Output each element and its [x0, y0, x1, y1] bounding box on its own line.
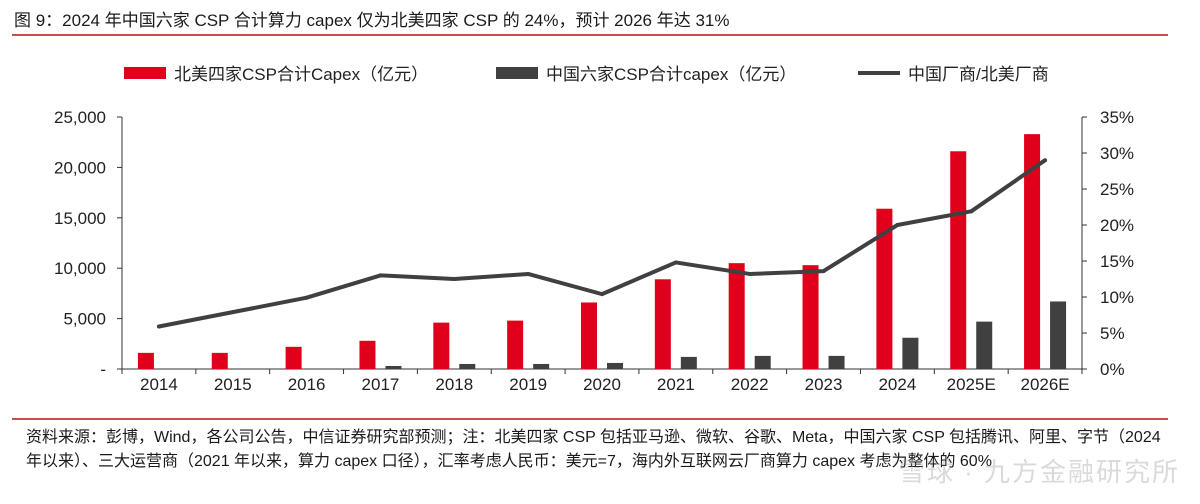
- y-right-tick-label: 30%: [1100, 144, 1134, 163]
- ratio-point: [969, 209, 974, 214]
- bar-china: [976, 321, 993, 369]
- ratio-line: [158, 158, 1047, 329]
- x-tick-label: 2023: [805, 375, 843, 394]
- x-tick-label: 2024: [878, 375, 916, 394]
- bar-china: [680, 356, 697, 369]
- ratio-point: [304, 295, 309, 300]
- ratio-point: [1043, 158, 1048, 163]
- watermark: 雪球 · 九方金融研究所: [898, 457, 1180, 487]
- x-tick-label: 2014: [140, 375, 178, 394]
- figure-title: 图 9：2024 年中国六家 CSP 合计算力 capex 仅为北美四家 CSP…: [14, 11, 730, 30]
- x-tick-label: 2025E: [947, 375, 996, 394]
- y-right-tick-label: 5%: [1100, 324, 1125, 343]
- bar-north-america: [950, 151, 967, 369]
- bar-china: [533, 363, 550, 369]
- bar-north-america: [876, 208, 893, 369]
- bar-north-america: [359, 340, 376, 369]
- bar-north-america: [654, 279, 671, 369]
- y-left-tick-label: 5,000: [63, 310, 106, 329]
- y-right-tick-label: 35%: [1100, 108, 1134, 127]
- x-tick-label: 2015: [214, 375, 252, 394]
- capex-chart: - 5,000 10,000 15,000 20,000 25,000 0% 5% 10% 15%…: [54, 108, 1134, 394]
- bar-china: [459, 363, 476, 369]
- ratio-point: [378, 273, 383, 278]
- ratio-point: [156, 324, 161, 329]
- y-left-tick-label: 10,000: [54, 259, 106, 278]
- bar-china: [754, 355, 771, 369]
- x-tick-label: 2019: [509, 375, 547, 394]
- ratio-point: [673, 260, 678, 265]
- y-left-tick-label: 15,000: [54, 209, 106, 228]
- x-tick-label: 2020: [583, 375, 621, 394]
- legend-item-ratio: 中国厂商/北美厂商: [858, 60, 1049, 85]
- legend-swatch-ratio: [858, 70, 900, 75]
- title-divider: [12, 34, 1168, 36]
- ratio-point: [230, 310, 235, 315]
- ratio-point: [895, 223, 900, 227]
- bar-north-america: [1024, 134, 1041, 369]
- legend-label-north-america: 北美四家CSP合计Capex（亿元）: [174, 65, 429, 84]
- x-tick-label: 2022: [731, 375, 769, 394]
- legend-swatch-north-america: [124, 66, 166, 79]
- x-tick-label: 2016: [288, 375, 326, 394]
- chart-legend: 北美四家CSP合计Capex（亿元） 中国六家CSP合计capex（亿元） 中国…: [0, 60, 1200, 86]
- y-left-tick-label: 20,000: [54, 158, 106, 177]
- bar-china: [607, 362, 623, 369]
- x-tick-label: 2017: [362, 375, 400, 394]
- bar-china: [1050, 301, 1067, 369]
- ratio-point: [526, 271, 531, 276]
- bar-north-america: [507, 320, 524, 369]
- x-tick-label: 2026E: [1020, 375, 1069, 394]
- y-left-tick-label: -: [100, 360, 106, 379]
- y-right-tick-label: 10%: [1100, 288, 1134, 307]
- x-tick-label: 2018: [435, 375, 473, 394]
- ratio-point: [821, 269, 826, 274]
- bar-north-america: [728, 263, 745, 369]
- y-right-tick-label: 25%: [1100, 180, 1134, 199]
- x-tick-label: 2021: [657, 375, 695, 394]
- ratio-point: [600, 292, 604, 297]
- ratio-point: [747, 271, 752, 276]
- bar-china: [385, 365, 402, 369]
- footnote-divider: [12, 418, 1168, 420]
- bar-north-america: [802, 265, 819, 369]
- legend-item-china: 中国六家CSP合计capex（亿元）: [496, 60, 796, 85]
- y-right-tick-label: 20%: [1100, 216, 1134, 235]
- legend-label-ratio: 中国厂商/北美厂商: [908, 65, 1049, 84]
- legend-label-china: 中国六家CSP合计capex（亿元）: [546, 65, 797, 84]
- bar-north-america: [285, 346, 302, 369]
- ratio-point: [452, 277, 457, 281]
- bar-north-america: [433, 322, 450, 369]
- source-footnote: 资料来源：彭博，Wind，各公司公告，中信证券研究部预测；注：北美四家 CSP …: [26, 429, 1161, 470]
- y-left-tick-label: 25,000: [54, 108, 106, 127]
- bar-north-america: [211, 352, 228, 369]
- bar-china: [828, 355, 845, 369]
- legend-item-north-america: 北美四家CSP合计Capex（亿元）: [124, 60, 428, 85]
- bar-china: [902, 337, 919, 369]
- legend-swatch-china: [496, 66, 538, 79]
- y-right-tick-label: 15%: [1100, 252, 1134, 271]
- y-right-tick-label: 0%: [1100, 360, 1125, 379]
- bar-north-america: [137, 352, 154, 369]
- bar-north-america: [581, 302, 597, 369]
